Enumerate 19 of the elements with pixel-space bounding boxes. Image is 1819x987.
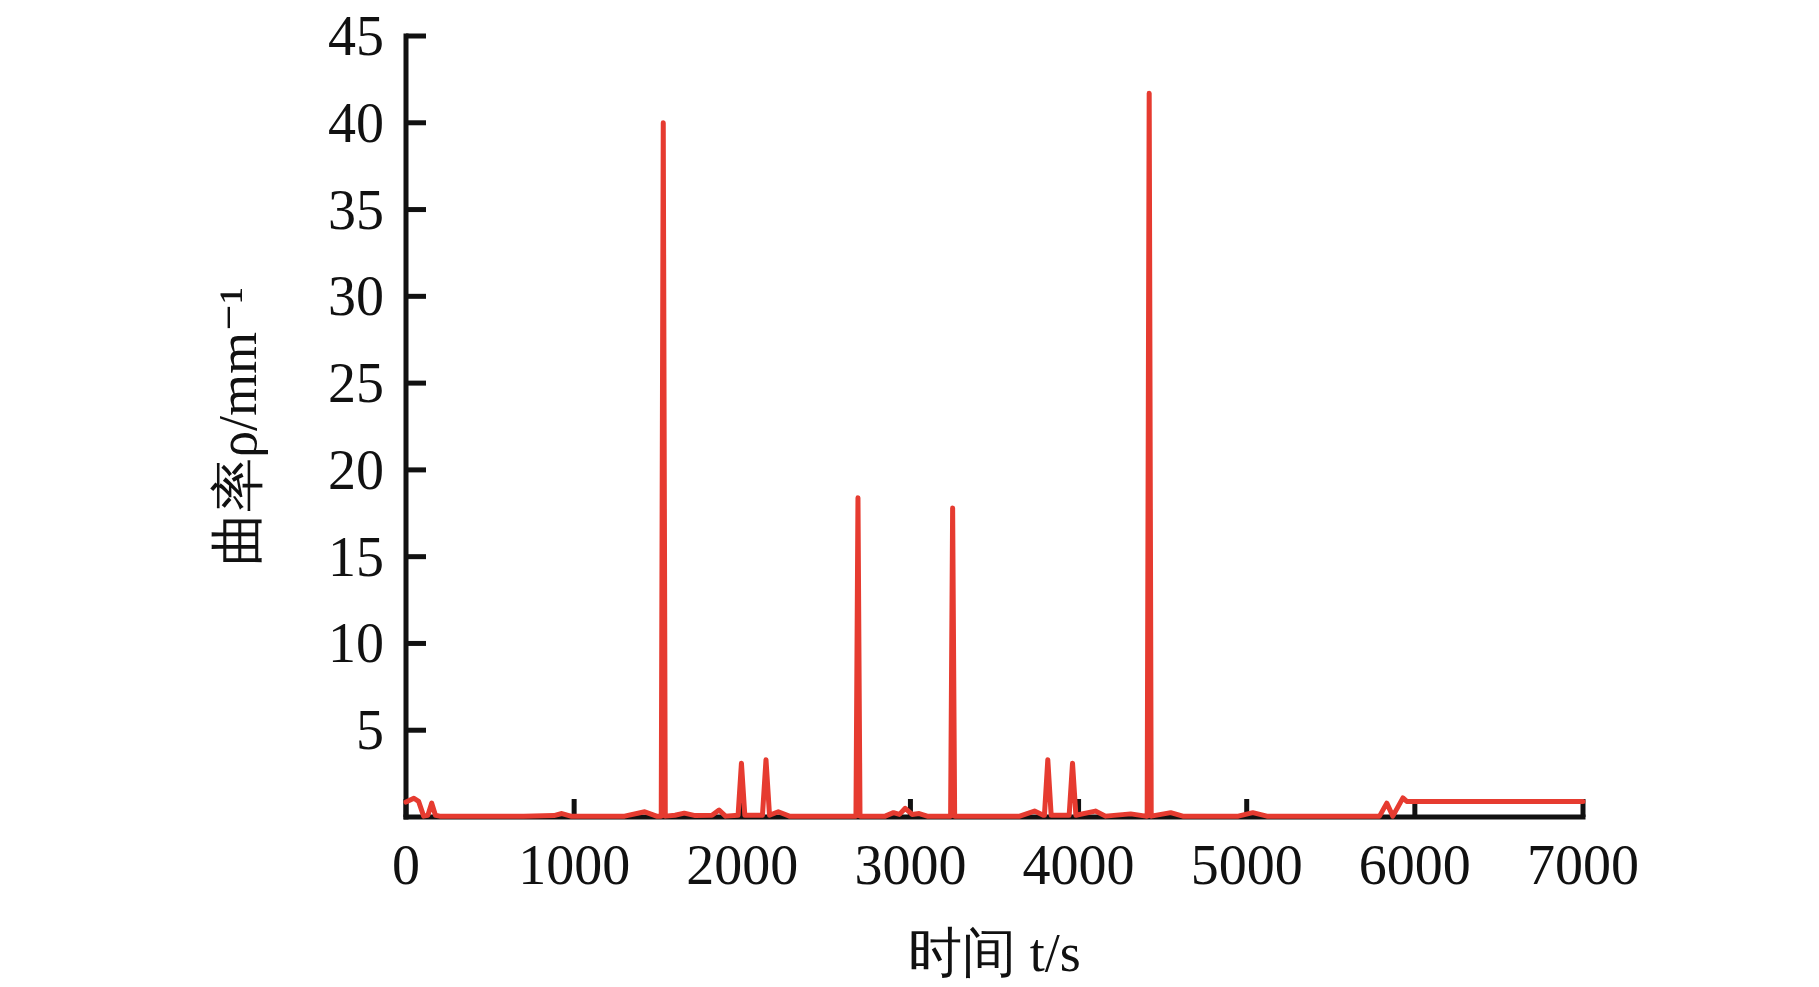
x-axis-title: 时间 t/s [908,923,1081,983]
y-tick-label: 25 [328,352,384,415]
y-tick-label: 5 [356,699,384,762]
y-tick-label: 35 [328,178,384,241]
x-tick-label: 4000 [1022,834,1135,896]
y-tick-label: 45 [328,5,384,67]
x-tick-label: 1000 [518,834,631,896]
y-tick-label: 10 [328,612,384,675]
x-tick-label: 7000 [1527,834,1639,896]
y-axis-title: 曲率ρ/mm⁻¹ [208,287,268,566]
x-tick-label: 3000 [854,834,967,896]
y-tick-label: 40 [328,91,384,154]
x-tick-label: 6000 [1358,834,1471,896]
x-tick-label: 2000 [686,834,799,896]
y-tick-label: 30 [328,265,384,328]
x-tick-label: 5000 [1190,834,1303,896]
y-tick-label: 20 [328,438,384,501]
x-tick-label: 0 [392,834,420,896]
y-tick-label: 15 [328,525,384,588]
